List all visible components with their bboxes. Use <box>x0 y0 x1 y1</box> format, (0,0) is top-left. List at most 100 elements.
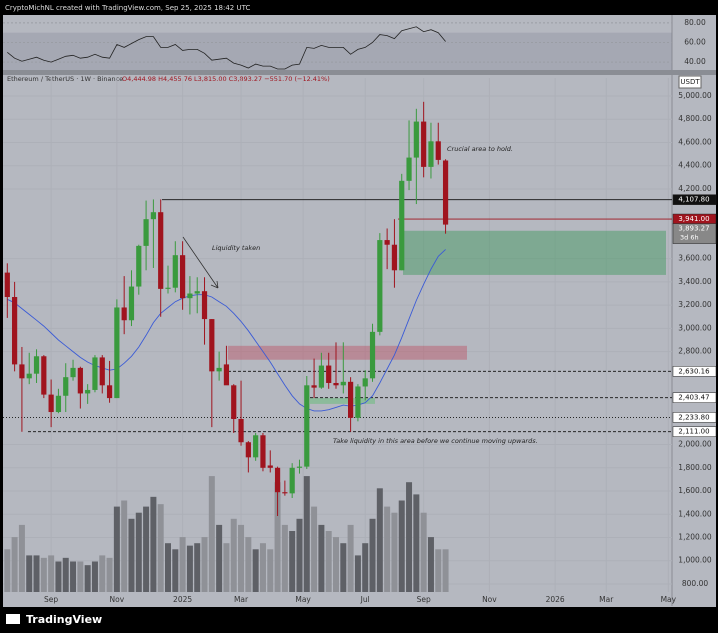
volume-bar <box>77 561 84 592</box>
volume-bar <box>113 506 120 592</box>
annotation-arrow <box>182 236 219 289</box>
candle-body <box>348 381 354 418</box>
volume-bar <box>354 555 361 592</box>
candle-body <box>282 492 288 494</box>
volume-bar <box>106 557 113 592</box>
y-tick-label: 3,200.00 <box>678 300 712 309</box>
volume-bar <box>223 543 230 592</box>
candle-body <box>85 389 91 394</box>
volume-bar <box>11 537 18 592</box>
candle-body <box>274 467 281 493</box>
panel <box>3 15 716 607</box>
zone <box>310 398 375 404</box>
candle-body <box>180 255 186 299</box>
candle-body <box>70 367 76 378</box>
candle-body <box>289 467 295 494</box>
volume-bar <box>18 524 25 592</box>
candle-body <box>245 442 251 458</box>
candle-body <box>136 245 142 287</box>
volume-bar <box>33 555 40 592</box>
zone <box>228 345 467 360</box>
candle-body <box>413 121 419 158</box>
y-tick-label: 4,600.00 <box>678 137 712 146</box>
volume-bar <box>259 543 266 592</box>
y-tick-label: 3,400.00 <box>678 277 712 286</box>
chart-title: Ethereum / TetherUS · 1W · Binance <box>7 75 123 83</box>
candle-body <box>172 255 178 288</box>
candle-body <box>99 357 105 386</box>
price-label: 4,107.80 <box>678 196 709 204</box>
candle-body <box>158 212 164 289</box>
x-tick-label: 2026 <box>546 595 565 604</box>
candle-body <box>340 381 346 386</box>
volume-bar <box>143 506 150 592</box>
y-tick-label: 2,800.00 <box>678 347 712 356</box>
volume-bar <box>333 537 339 592</box>
x-tick-label: Jul <box>360 595 370 604</box>
currency-box <box>678 75 702 89</box>
volume-bar <box>318 524 325 592</box>
volume-bar <box>340 543 347 592</box>
volume-bar <box>70 561 77 592</box>
x-tick-label: May <box>661 595 677 604</box>
volume-bar <box>420 512 427 592</box>
volume-bar <box>201 537 208 592</box>
price-label: 3,941.00 <box>678 215 709 223</box>
candle-body <box>406 157 412 181</box>
candle-body <box>428 141 434 167</box>
volume-bar <box>311 506 318 592</box>
candle-body <box>311 385 317 388</box>
x-tick-label: Mar <box>234 595 249 604</box>
candle-body <box>187 293 193 299</box>
volume-bar <box>121 500 128 592</box>
credit: CryptoMichNL created with TradingView.co… <box>5 4 250 12</box>
candle-body <box>209 319 215 372</box>
price-label-box <box>672 426 717 437</box>
volume-bar <box>194 543 201 592</box>
brand-logo <box>6 614 20 624</box>
volume-bar <box>369 518 376 592</box>
volume-bar <box>55 561 62 592</box>
volume-bar <box>325 531 332 592</box>
candle-body <box>369 331 376 379</box>
x-tick-label: May <box>295 595 311 604</box>
brand: TradingView <box>26 613 102 626</box>
candle-body <box>216 367 222 372</box>
candle-body <box>355 386 361 418</box>
price-label: 2,111.00 <box>678 428 709 436</box>
volume-bar <box>267 549 274 592</box>
y-tick-label: 1,800.00 <box>678 463 712 472</box>
volume-bar <box>99 555 106 592</box>
volume-bar <box>179 537 186 592</box>
candle-body <box>33 356 40 374</box>
volume-bar <box>208 476 215 592</box>
rsi-band <box>3 32 672 70</box>
y-tick-label: 4,200.00 <box>678 184 712 193</box>
price-label: 2,403.47 <box>678 394 709 402</box>
volume-bar <box>427 537 434 592</box>
volume-bar <box>128 518 135 592</box>
ohlc-legend: O4,444.98 H4,455.76 L3,815.00 C3,893.27 … <box>122 75 330 83</box>
candle-body <box>63 377 69 396</box>
zone <box>403 230 666 275</box>
candle-body <box>55 395 62 413</box>
candle-body <box>4 272 10 298</box>
volume-bar <box>347 524 354 592</box>
candle-body <box>231 385 237 420</box>
volume-bar <box>26 555 33 592</box>
volume-bar <box>4 549 11 592</box>
volume-bar <box>135 512 142 592</box>
candle-body <box>377 240 383 332</box>
candle-body <box>421 121 427 167</box>
annotation: Take liquidity in this area before we co… <box>333 437 538 445</box>
candle-body <box>253 435 259 458</box>
volume-bar <box>40 557 47 592</box>
y-tick-label: 1,400.00 <box>678 509 712 518</box>
volume-bar <box>165 543 171 592</box>
candle-body <box>304 385 310 467</box>
price-label-box <box>672 392 717 403</box>
volume-bar <box>274 482 281 592</box>
volume-bar <box>91 561 98 592</box>
volume-bar <box>289 531 296 592</box>
